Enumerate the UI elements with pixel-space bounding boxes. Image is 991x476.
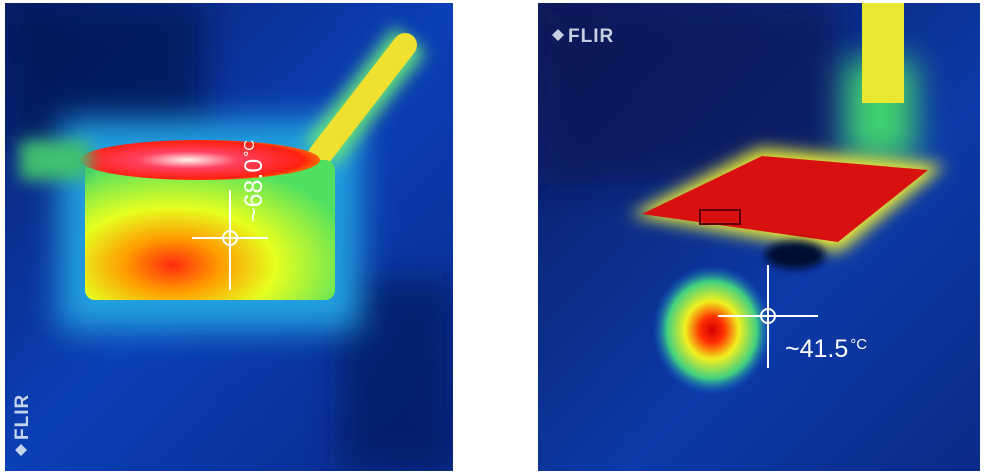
reading-unit: °C — [850, 336, 867, 353]
page: ~68.0°C FLIR ~41.5°C FLIR — [0, 0, 991, 476]
reading-value: ~41.5 — [785, 335, 848, 363]
reading-value: ~68.0 — [240, 159, 268, 222]
reading-unit: °C — [241, 140, 258, 157]
right-thermal-image — [538, 3, 980, 471]
logo-text: FLIR — [12, 394, 33, 440]
logo-text: FLIR — [568, 26, 614, 47]
